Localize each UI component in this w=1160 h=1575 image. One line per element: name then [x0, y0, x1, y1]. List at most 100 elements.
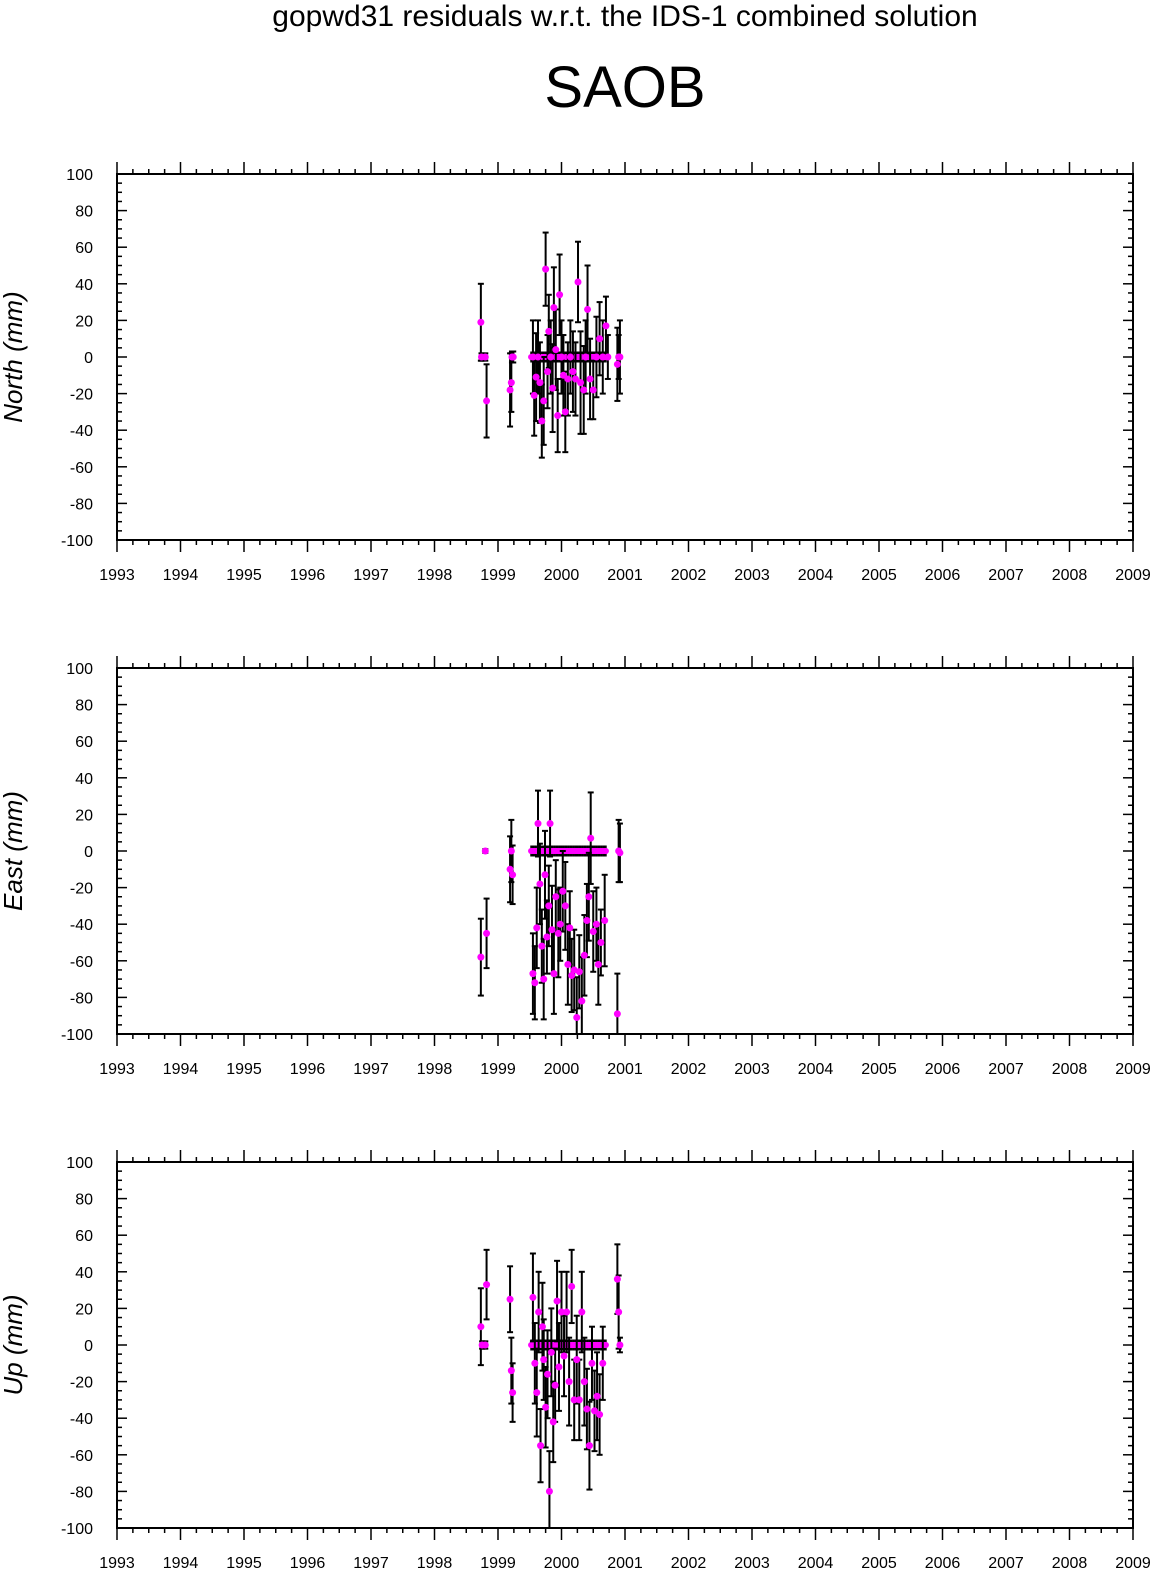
- y-tick-label: -20: [70, 1375, 93, 1392]
- data-point: [538, 1323, 546, 1331]
- data-point: [477, 953, 485, 961]
- data-point: [560, 1352, 568, 1360]
- data-point: [589, 928, 597, 936]
- y-axis-label: North (mm): [0, 291, 28, 422]
- plot-frame: [116, 173, 1134, 541]
- y-tick-label: 80: [75, 698, 93, 715]
- y-tick-label: 40: [75, 1265, 93, 1282]
- data-point: [568, 971, 576, 979]
- y-tick-label: 40: [75, 771, 93, 788]
- y-tick-label: -40: [70, 917, 93, 934]
- data-point: [592, 353, 600, 361]
- data-point: [545, 327, 553, 335]
- data-point: [540, 397, 548, 405]
- x-tick-label: 1999: [480, 1555, 516, 1572]
- data-point: [529, 970, 537, 978]
- data-point: [601, 917, 609, 925]
- data-point: [529, 1293, 537, 1301]
- data-point: [564, 960, 572, 968]
- data-point: [578, 997, 586, 1005]
- data-point: [613, 1010, 621, 1018]
- data-point: [554, 412, 562, 420]
- data-point: [599, 1359, 607, 1367]
- data-point: [534, 353, 542, 361]
- y-tick-label: 20: [75, 1301, 93, 1318]
- data-point: [580, 951, 588, 959]
- x-tick-label: 1999: [480, 1061, 516, 1078]
- x-tick-label: 2005: [861, 1061, 897, 1078]
- plot-frame: [116, 1161, 1134, 1529]
- x-tick-label: 1998: [417, 1555, 453, 1572]
- data-point: [580, 1378, 588, 1386]
- y-axis-label: Up (mm): [0, 1294, 28, 1395]
- data-point: [483, 1281, 491, 1289]
- data-point: [615, 1308, 623, 1316]
- data-point: [550, 970, 558, 978]
- x-tick-label: 1997: [353, 1061, 389, 1078]
- data-point: [506, 865, 514, 873]
- data-point: [548, 926, 556, 934]
- x-tick-label: 2000: [544, 567, 580, 584]
- data-point: [552, 346, 560, 354]
- x-tick-label: 1996: [290, 567, 326, 584]
- data-point: [582, 353, 590, 361]
- data-point: [529, 353, 537, 361]
- data-point: [546, 820, 554, 828]
- data-point: [541, 871, 549, 879]
- data-point: [584, 305, 592, 313]
- data-point: [602, 322, 610, 330]
- data-point: [552, 893, 560, 901]
- y-tick-label: -40: [70, 423, 93, 440]
- data-point: [599, 353, 607, 361]
- data-point: [477, 318, 485, 326]
- x-tick-label: 2003: [734, 1555, 770, 1572]
- data-point: [566, 353, 574, 361]
- data-point: [597, 939, 605, 946]
- x-tick-label: 2002: [671, 567, 707, 584]
- data-point: [533, 1389, 541, 1397]
- data-point: [538, 417, 546, 425]
- x-tick-label: 2009: [1115, 1555, 1151, 1572]
- x-tick-label: 1996: [290, 1061, 326, 1078]
- y-tick-label: 60: [75, 240, 93, 257]
- x-tick-label: 1999: [480, 567, 516, 584]
- data-point: [543, 933, 551, 941]
- data-point: [481, 1341, 489, 1349]
- x-tick-label: 1994: [163, 567, 199, 584]
- data-point: [536, 379, 544, 387]
- data-point: [507, 1367, 515, 1375]
- y-tick-label: 20: [75, 313, 93, 330]
- y-tick-label: 0: [84, 844, 93, 861]
- x-tick-label: 2000: [544, 1555, 580, 1572]
- x-tick-label: 2001: [607, 567, 643, 584]
- x-tick-label: 1994: [163, 1555, 199, 1572]
- x-tick-label: 1993: [99, 1061, 135, 1078]
- data-point: [507, 379, 515, 387]
- data-point: [547, 353, 555, 361]
- y-tick-label: 40: [75, 277, 93, 294]
- data-point: [573, 1356, 581, 1364]
- data-point: [530, 391, 538, 399]
- data-point: [554, 929, 562, 937]
- y-tick-label: 0: [84, 1338, 93, 1355]
- data-point: [558, 353, 565, 361]
- y-tick-label: 20: [75, 807, 93, 824]
- y-tick-label: -100: [61, 1027, 93, 1044]
- y-tick-label: -80: [70, 990, 93, 1007]
- y-tick-label: -20: [70, 881, 93, 898]
- data-point: [594, 960, 602, 968]
- data-point: [544, 1370, 552, 1378]
- data-point: [578, 1308, 586, 1316]
- data-point: [561, 408, 569, 416]
- data-point: [564, 375, 572, 383]
- data-point: [540, 1356, 548, 1364]
- y-tick-label: -40: [70, 1411, 93, 1428]
- data-point: [538, 942, 546, 950]
- data-point: [596, 1411, 604, 1419]
- data-layer: [477, 231, 624, 459]
- data-point: [507, 847, 515, 855]
- x-tick-label: 2001: [607, 1555, 643, 1572]
- data-point: [551, 1381, 559, 1389]
- data-point: [535, 1308, 543, 1316]
- data-point: [593, 1392, 601, 1400]
